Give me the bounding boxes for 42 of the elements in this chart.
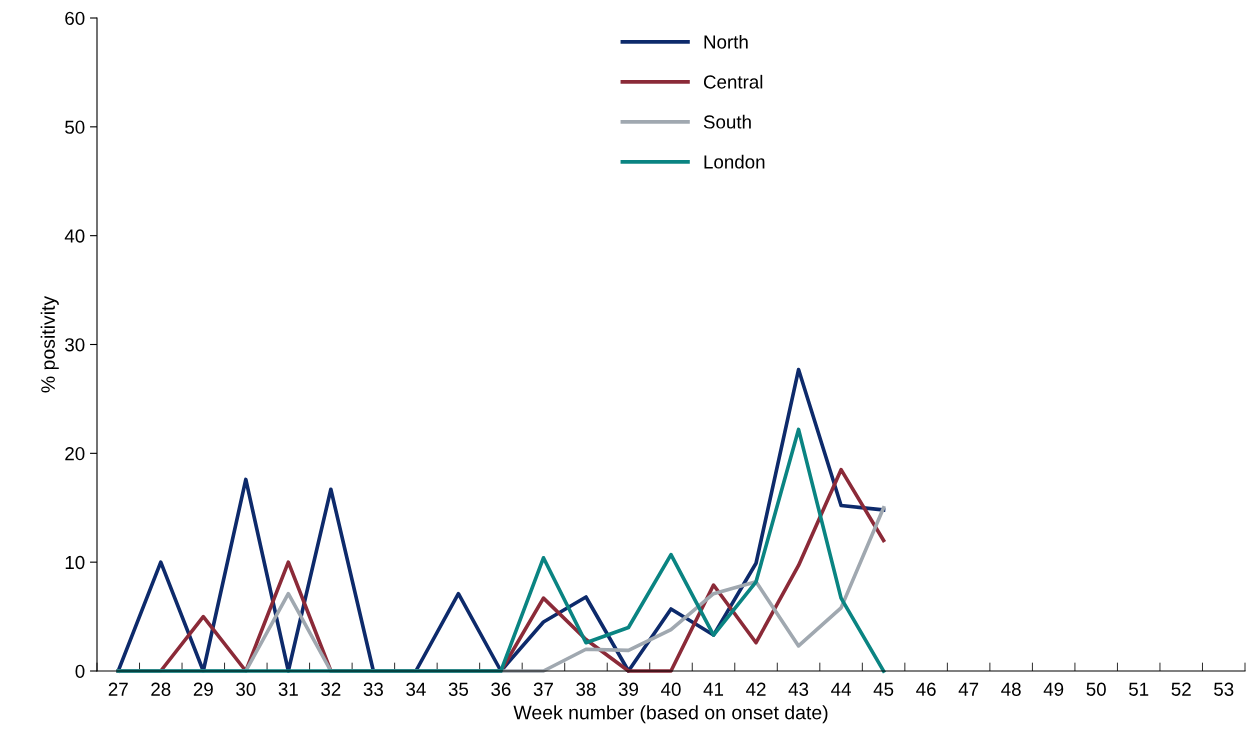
x-axis-title: Week number (based on onset date) — [513, 705, 828, 724]
x-tick-label: 53 — [1214, 682, 1234, 696]
y-tick-label: 10 — [65, 555, 85, 570]
legend-label: London — [704, 154, 765, 169]
y-tick-label: 50 — [65, 120, 85, 134]
x-tick-label: 42 — [746, 682, 766, 696]
line-series — [116, 427, 886, 673]
x-tick-label: 41 — [703, 682, 724, 696]
x-tick-label: 44 — [831, 682, 851, 696]
line-series — [116, 367, 886, 673]
x-tick-label: 34 — [406, 682, 426, 696]
y-tick-label: 30 — [65, 338, 85, 352]
x-tick-label: 43 — [788, 682, 809, 696]
x-tick-label: 33 — [363, 682, 383, 696]
x-tick-label: 48 — [1001, 682, 1021, 696]
x-tick-label: 32 — [321, 682, 341, 696]
x-tick-label: 47 — [958, 682, 979, 696]
x-tick-label: 39 — [618, 682, 639, 696]
x-tick-label: 40 — [661, 682, 681, 696]
x-tick-label: 36 — [491, 682, 511, 696]
legend-label: North — [704, 34, 748, 49]
y-tick-label: 0 — [75, 664, 85, 678]
x-tick-label: 45 — [873, 682, 894, 696]
x-tick-label: 51 — [1129, 682, 1149, 696]
y-axis-title: % positivity — [40, 295, 59, 393]
y-tick-label: 60 — [65, 11, 85, 25]
x-tick-label: 38 — [576, 682, 596, 696]
legend-label: Central — [703, 74, 763, 89]
x-tick-label: 46 — [916, 682, 936, 696]
x-tick-label: 37 — [533, 682, 553, 696]
x-tick-label: 49 — [1043, 682, 1064, 696]
y-tick-label: 40 — [64, 229, 85, 243]
x-tick-label: 50 — [1086, 682, 1106, 696]
x-tick-label: 35 — [448, 682, 469, 696]
legend-label: South — [703, 114, 751, 129]
x-tick-label: 52 — [1171, 682, 1191, 696]
x-tick-label: 29 — [193, 682, 213, 696]
x-tick-label: 31 — [278, 682, 298, 696]
y-tick-label: 20 — [65, 447, 85, 461]
x-tick-label: 28 — [151, 682, 171, 696]
x-tick-label: 30 — [236, 682, 256, 696]
x-tick-label: 27 — [108, 682, 128, 696]
